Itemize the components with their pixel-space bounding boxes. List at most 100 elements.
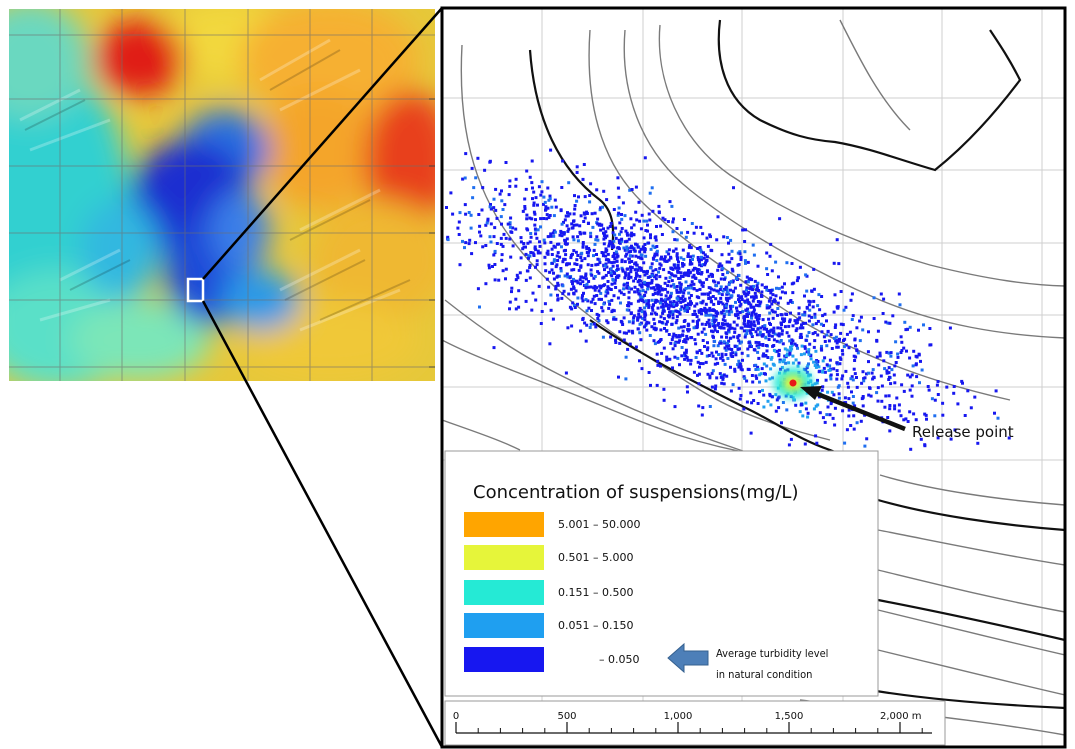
plume-cell [668,200,672,204]
plume-cell [721,302,725,306]
plume-cell [746,367,750,371]
plume-cell [561,159,565,163]
plume-cell [764,372,767,376]
plume-cell [681,264,685,268]
plume-cell [551,261,555,265]
plume-cell [572,286,576,290]
plume-cell [718,325,722,329]
plume-cell [884,320,888,324]
plume-cell [665,250,669,254]
plume-cell [726,357,730,360]
plume-cell [832,261,836,265]
plume-cell [612,316,616,320]
plume-cell [549,308,553,312]
plume-cell [658,285,662,289]
plume-cell [598,284,602,288]
plume-cell [585,309,589,313]
plume-cell [500,189,503,193]
plume-cell [626,281,629,285]
plume-cell [682,320,686,323]
plume-cell [855,348,859,352]
plume-cell [897,403,901,407]
plume-cell [900,340,904,344]
plume-cell [587,247,591,250]
plume-cell [733,369,737,373]
legend-label-3: 0.151 – 0.500 [558,586,633,599]
plume-cell [601,335,605,339]
plume-cell [699,280,702,284]
plume-cell [709,313,713,317]
plume-cell [504,161,508,164]
plume-cell [681,248,685,252]
plume-cell [780,285,784,289]
plume-cell [580,296,584,300]
plume-cell [755,303,758,307]
plume-cell [743,324,747,328]
plume-cell [814,360,818,364]
plume-cell [686,337,690,341]
plume-cell [610,241,614,245]
plume-cell [572,292,576,296]
plume-cell [933,414,937,418]
plume-cell [707,286,711,290]
plume-cell [514,184,518,188]
plume-cell [569,256,573,260]
plume-cell [677,260,680,264]
plume-cell [665,329,669,333]
plume-cell [604,236,607,240]
plume-cell [769,357,773,361]
plume-cell [933,398,937,402]
plume-cell [656,340,660,344]
plume-cell [708,291,712,295]
plume-cell [696,268,700,271]
plume-cell [885,350,889,354]
plume-cell [663,281,667,285]
plume-cell [528,263,532,267]
plume-cell [770,328,774,332]
plume-cell [545,217,549,221]
plume-cell [639,284,643,288]
plume-cell [658,289,662,293]
plume-cell [629,250,633,253]
plume-cell [784,354,788,358]
plume-cell [728,260,732,264]
plume-cell [679,288,683,292]
legend-title: Concentration of suspensions(mg/L) [473,482,798,503]
plume-cell [760,334,764,338]
plume-cell [581,299,585,303]
plume-cell [676,356,680,360]
plume-cell [646,284,650,288]
plume-cell [565,272,569,276]
plume-cell [650,186,654,190]
plume-cell [622,283,626,287]
plume-cell [893,364,897,368]
plume-cell [722,315,726,318]
plume-cell [828,368,832,372]
plume-cell [662,317,666,321]
plume-cell [760,294,764,298]
plume-cell [616,186,620,190]
plume-cell [736,336,740,340]
plume-cell [766,356,770,359]
plume-cell [663,327,666,330]
plume-cell [618,241,621,244]
plume-cell [556,281,560,285]
plume-cell [823,420,827,424]
plume-cell [746,319,750,323]
plume-cell [705,255,709,259]
plume-cell [696,373,699,377]
plume-cell [722,373,726,377]
plume-cell [610,274,614,278]
plume-cell [534,265,537,269]
plume-cell [524,278,528,282]
plume-cell [508,184,512,188]
plume-cell [605,265,609,269]
plume-cell [655,259,659,262]
plume-cell [634,242,637,246]
plume-cell [659,293,663,297]
plume-cell [751,380,755,384]
plume-cell [499,236,503,240]
plume-cell [617,211,621,215]
plume-cell [664,300,667,304]
plume-cell [729,280,733,284]
